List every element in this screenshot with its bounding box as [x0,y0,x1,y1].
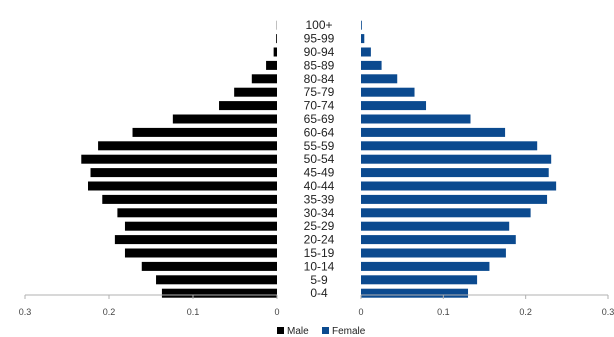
bar-male-60-64 [132,127,277,137]
age-label-50-54: 50-54 [304,152,335,166]
x-axes: 0.3 0.2 0.1 0 0 0.1 0.2 0.3 [19,294,614,317]
bar-female-30-34 [361,208,531,218]
age-label-20-24: 20-24 [304,233,335,247]
age-label-0-4: 0-4 [310,286,328,300]
male-axis-tick-label: 0.1 [187,307,200,317]
bar-male-55-59 [98,141,277,151]
bar-male-70-74 [219,101,277,111]
bar-female-10-14 [361,261,490,271]
age-label-45-49: 45-49 [304,166,335,180]
bar-male-80-84 [251,74,277,84]
age-label-5-9: 5-9 [310,273,328,287]
bar-male-85-89 [266,60,277,70]
bar-male-75-79 [234,87,277,97]
male-bars [81,20,278,298]
male-axis-tick-label: 0.3 [19,307,32,317]
bar-male-10-14 [141,261,277,271]
bar-male-30-34 [117,208,278,218]
bar-female-60-64 [361,127,506,137]
bar-male-20-24 [114,235,277,245]
male-axis-tick-label: 0.2 [103,307,116,317]
bar-female-0-4 [361,288,469,298]
bar-female-95-99 [361,34,365,44]
age-label-35-39: 35-39 [304,192,335,206]
bar-male-90-94 [273,47,277,57]
bar-female-15-19 [361,248,506,258]
age-label-80-84: 80-84 [304,72,335,86]
bar-female-70-74 [361,101,427,111]
bar-male-45-49 [90,168,278,178]
legend-label-male: Male [287,326,309,337]
bar-female-90-94 [361,47,371,57]
female-axis-tick-label: 0.3 [602,307,614,317]
female-axis-tick-label: 0 [358,307,363,317]
bar-female-65-69 [361,114,471,124]
age-label-15-19: 15-19 [304,246,335,260]
bar-male-50-54 [81,154,277,164]
legend-swatch-male [277,327,284,334]
age-group-labels: 0-45-910-1415-1920-2425-2930-3435-3940-4… [304,18,335,300]
bar-female-55-59 [361,141,538,151]
bar-female-25-29 [361,221,510,231]
age-label-90-94: 90-94 [304,45,335,59]
bar-female-75-79 [361,87,415,97]
bar-female-20-24 [361,235,516,245]
female-axis-tick-label: 0.1 [437,307,450,317]
legend-swatch-female [322,327,329,334]
bar-male-5-9 [156,275,277,285]
bar-male-25-29 [124,221,278,231]
bar-female-40-44 [361,181,557,191]
female-bars [361,20,557,298]
age-label-60-64: 60-64 [304,125,335,139]
age-label-10-14: 10-14 [304,259,335,273]
age-label-85-89: 85-89 [304,58,335,72]
bar-female-5-9 [361,275,478,285]
legend: Male Female [277,326,366,337]
bar-male-95-99 [276,34,277,44]
age-label-25-29: 25-29 [304,219,335,233]
male-axis-tick-label: 0 [274,307,279,317]
bar-female-100+ [361,20,362,30]
age-label-95-99: 95-99 [304,32,335,46]
bar-female-85-89 [361,60,382,70]
bar-male-65-69 [172,114,277,124]
bar-female-45-49 [361,168,549,178]
age-label-100+: 100+ [305,18,332,32]
bar-female-80-84 [361,74,398,84]
bar-male-35-39 [102,194,277,204]
bar-female-35-39 [361,194,548,204]
female-axis-tick-label: 0.2 [519,307,532,317]
bar-male-0-4 [161,288,277,298]
bar-female-50-54 [361,154,552,164]
age-label-65-69: 65-69 [304,112,335,126]
age-label-30-34: 30-34 [304,206,335,220]
age-label-70-74: 70-74 [304,99,335,113]
bar-male-15-19 [124,248,278,258]
age-label-75-79: 75-79 [304,85,335,99]
legend-label-female: Female [332,326,366,337]
age-label-40-44: 40-44 [304,179,335,193]
bar-male-40-44 [88,181,277,191]
age-label-55-59: 55-59 [304,139,335,153]
